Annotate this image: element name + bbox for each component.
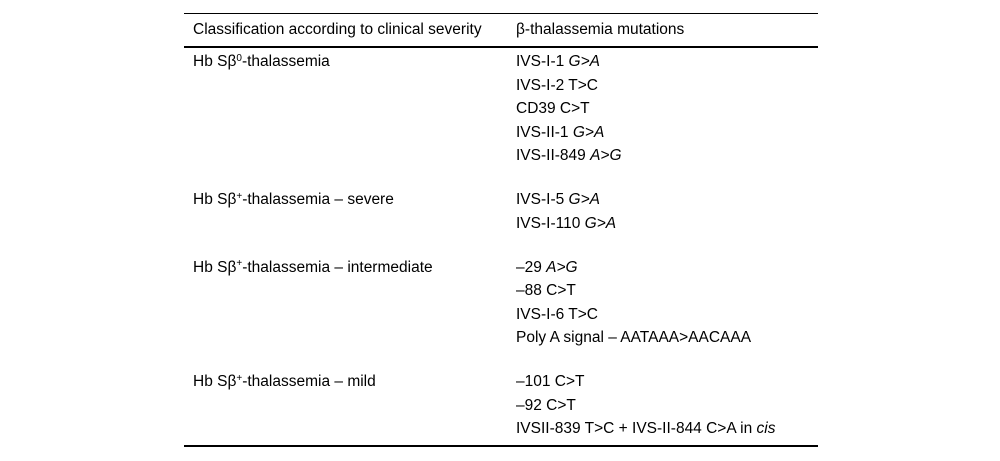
mutation-entry: IVS-I-110 G>A (516, 214, 617, 232)
mutation-entry: IVS-II-849 A>G (516, 147, 622, 164)
mutation-entry: IVSII-839 T>C + IVS-II-844 C>A in cis (516, 420, 776, 437)
classification-label: Hb Sβ0-thalassemia (193, 52, 330, 70)
mutation-entry: IVS-I-5 G>A (516, 191, 600, 208)
table-row: Hb Sβ+-thalassemia – intermediate –29 A>G… (184, 256, 818, 350)
mutation-entry: –92 C>T (516, 396, 576, 414)
mutation-entry: Poly A signal – AATAAA>AACAAA (516, 329, 752, 346)
classification-label: Hb Sβ+-thalassemia – mild (193, 372, 376, 390)
classification-label: Hb Sβ+-thalassemia – severe (193, 190, 394, 208)
mutation-entry: IVS-I-2 T>C (516, 76, 598, 94)
mutation-entry: CD39 C>T (516, 100, 590, 117)
header-classification: Classification according to clinical sev… (193, 21, 482, 39)
mutation-entry: IVS-I-6 T>C (516, 305, 598, 323)
classification-label: Hb Sβ+-thalassemia – intermediate (193, 258, 433, 276)
mutations-cell: –29 A>G –88 C>T IVS-I-6 T>C Poly A signal –… (516, 256, 818, 350)
mutations-cell: IVS-I-1 G>A IVS-I-2 T>C CD39 C>T IVS-II-1 G… (516, 50, 818, 168)
mutation-entry: –29 A>G (516, 258, 578, 276)
table-body: Hb Sβ0-thalassemia IVS-I-1 G>A IVS-I-2 T>C… (184, 48, 818, 445)
header-mutations: β-thalassemia mutations (516, 21, 685, 39)
mutations-cell: IVS-I-5 G>A IVS-I-110 G>A (516, 188, 818, 235)
table-row: Hb Sβ+-thalassemia – mild –101 C>T –92 C>T… (184, 370, 818, 441)
mutations-cell: –101 C>T –92 C>T IVSII-839 T>C + IVS-II-84… (516, 370, 818, 441)
table-header-row: Classification according to clinical sev… (184, 14, 818, 48)
mutation-entry: IVS-II-1 G>A (516, 123, 605, 141)
table-row: Hb Sβ+-thalassemia – severe IVS-I-5 G>A IV… (184, 188, 818, 235)
mutation-entry: –88 C>T (516, 282, 576, 299)
severity-mutations-table: Classification according to clinical sev… (184, 13, 818, 447)
table-row: Hb Sβ0-thalassemia IVS-I-1 G>A IVS-I-2 T>C… (184, 50, 818, 168)
mutation-entry: –101 C>T (516, 373, 585, 390)
mutation-entry: IVS-I-1 G>A (516, 53, 600, 70)
